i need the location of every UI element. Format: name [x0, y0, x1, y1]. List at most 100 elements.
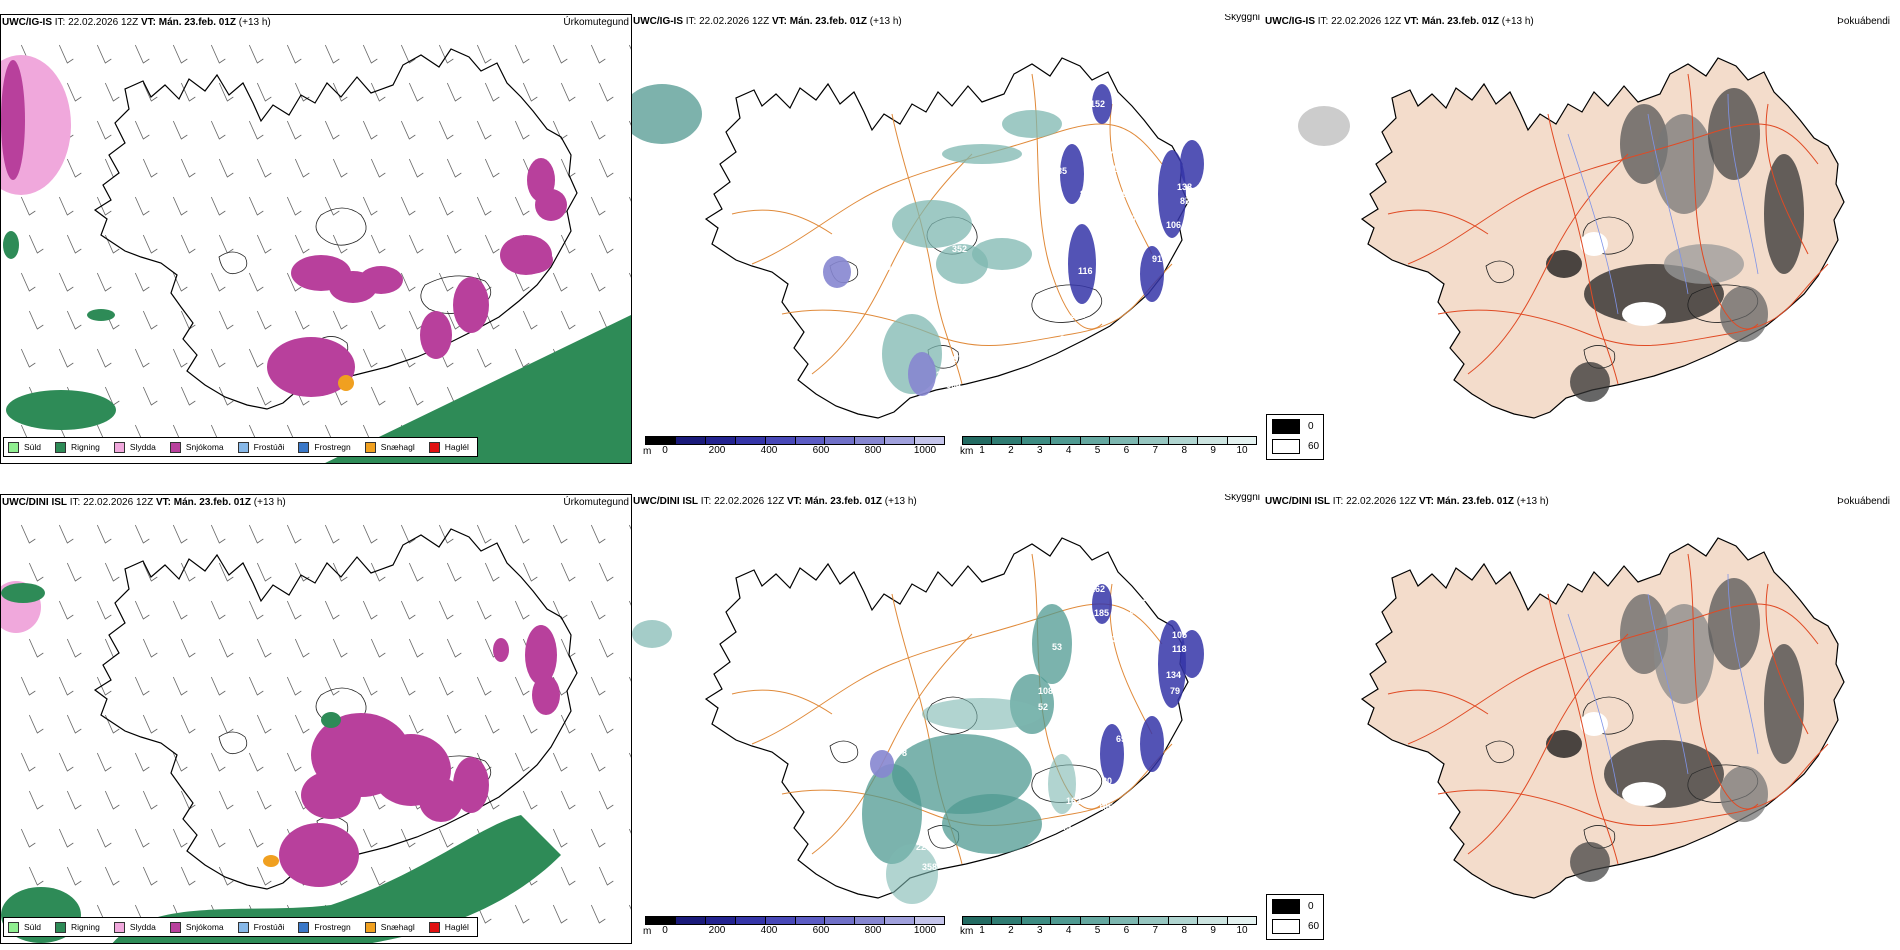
snow-hail-area — [338, 375, 354, 391]
snow-area — [419, 778, 463, 822]
legend-swatch — [237, 441, 249, 453]
legend-entry: Rigning — [55, 921, 100, 933]
colorbar-tick: 1000 — [913, 925, 937, 936]
cloud-base-label: 210 — [876, 262, 892, 272]
legend-swatch — [113, 921, 125, 933]
low-fog-area — [1298, 106, 1350, 146]
colorbar-tick: 6 — [1123, 445, 1130, 456]
cloud-base-label: 252 — [1070, 310, 1086, 320]
visibility-colorbar: 1 2 3 4 5 6 7 8 9 10 km — [960, 436, 1257, 457]
colorbar-bin — [1168, 917, 1199, 924]
colorbar-bin — [992, 917, 1022, 924]
low-visibility-area — [892, 734, 1032, 814]
colorbar-tick: 8 — [1181, 925, 1187, 936]
panel-field-name: Úrkomutegund — [563, 17, 629, 28]
visibility-fields — [632, 84, 1204, 396]
glacier-area — [1622, 302, 1666, 326]
visibility-colorbar: 1 2 3 4 5 6 7 8 9 10 km — [960, 916, 1257, 937]
colorbar-bin — [735, 437, 766, 444]
cloud-base-label: 84 — [1080, 189, 1091, 199]
legend-label: Súld — [24, 442, 42, 452]
colorbar-bin — [1021, 437, 1052, 444]
snow-area — [535, 189, 567, 221]
precip-map — [1, 15, 631, 463]
cloud-base-label: 80 — [1102, 776, 1113, 786]
fog-key-label: 0 — [1308, 901, 1314, 912]
low-cloud-area — [908, 352, 936, 396]
low-cloud-area — [1140, 716, 1164, 772]
colorbar-tick: 4 — [1065, 445, 1072, 456]
fog-key-label: 0 — [1308, 421, 1314, 432]
glacier-outline — [1031, 764, 1103, 803]
colorbar-bin — [1139, 437, 1169, 444]
colorbar-bin — [1080, 917, 1111, 924]
legend-swatch — [169, 441, 181, 453]
colorbar-tick: 200 — [708, 925, 726, 936]
cloud-base-label: 127 — [1084, 126, 1100, 136]
colorbar-bin — [915, 437, 945, 444]
legend-swatch — [298, 441, 310, 453]
fog-key-label: 60 — [1308, 441, 1320, 452]
colorbar-bin — [992, 437, 1022, 444]
colorbar-scale — [962, 436, 1257, 445]
colorbar-tick: 7 — [1152, 925, 1159, 936]
low-visibility-area — [942, 144, 1022, 164]
colorbar-unit: m — [643, 446, 652, 457]
colorbar-tick: 200 — [708, 445, 726, 456]
colorbar-scale — [962, 916, 1257, 925]
rain-area — [325, 315, 631, 463]
legend-entry: Snæhagl — [364, 921, 415, 933]
colorbar-bin — [735, 917, 766, 924]
legend-swatch — [55, 441, 67, 453]
precip-fields — [1, 581, 561, 943]
low-visibility-area — [862, 764, 922, 864]
fog-index-map — [1264, 494, 1900, 944]
rain-area — [6, 390, 116, 430]
legend-swatch — [428, 921, 440, 933]
glacier-outline — [218, 251, 248, 275]
colorbar-bin — [646, 917, 676, 924]
colorbar-bin — [1198, 917, 1228, 924]
colorbar-tick: 7 — [1152, 445, 1159, 456]
low-visibility-area — [1032, 604, 1072, 684]
low-cloud-area — [1100, 724, 1124, 784]
colorbar-bin — [795, 437, 826, 444]
glacier-outline — [315, 207, 367, 246]
colorbar-bin — [705, 917, 736, 924]
low-fog-area — [1664, 244, 1744, 284]
colorbar-bin — [1051, 917, 1081, 924]
colorbar-tick: 800 — [864, 925, 882, 936]
legend-entry: Frostregn — [298, 441, 351, 453]
colorbar-tick: 0 — [662, 925, 668, 936]
colorbar-bin — [1227, 437, 1257, 444]
colorbar-tick: 2 — [1008, 925, 1014, 936]
cloud-base-label: 52 — [1038, 702, 1049, 712]
low-cloud-area — [1068, 224, 1096, 304]
colorbar-tick: 1 — [979, 925, 985, 936]
colorbar-bin — [1021, 917, 1052, 924]
cloud-base-label: 162 — [1066, 796, 1082, 806]
low-visibility-area — [922, 698, 1042, 730]
snow-area — [279, 823, 359, 887]
low-fog-area — [1546, 730, 1582, 758]
cloud-base-label: 219 — [936, 370, 952, 380]
cloud-base-label: 77 — [1130, 634, 1141, 644]
low-cloud-area — [1092, 584, 1112, 624]
colorbar-bin — [855, 437, 886, 444]
fog-key-entry: 60 — [1272, 919, 1319, 934]
cloud-base-label: 116 — [1078, 266, 1093, 276]
legend-entry: Snjókoma — [169, 921, 224, 933]
glacier-outline — [829, 740, 859, 764]
panel-title: UWC/IG-IS IT: 22.02.2026 12Z VT: Mán. 23… — [1265, 16, 1534, 27]
colorbar-tick: 8 — [1181, 445, 1187, 456]
legend-label: Rigning — [71, 442, 100, 452]
legend-label: Slydda — [129, 442, 156, 452]
low-visibility-area — [892, 200, 972, 248]
snow-area — [453, 757, 489, 813]
cloud-base-label: 203 — [1102, 634, 1118, 644]
fog-index-panel-1: UWC/IG-IS IT: 22.02.2026 12Z VT: Mán. 23… — [1264, 14, 1900, 464]
colorbar-bin — [885, 437, 916, 444]
colorbar-tick: 3 — [1036, 925, 1043, 936]
cloud-base-label: 92 — [1142, 154, 1153, 164]
cloud-base-label: 105 — [1172, 630, 1188, 640]
